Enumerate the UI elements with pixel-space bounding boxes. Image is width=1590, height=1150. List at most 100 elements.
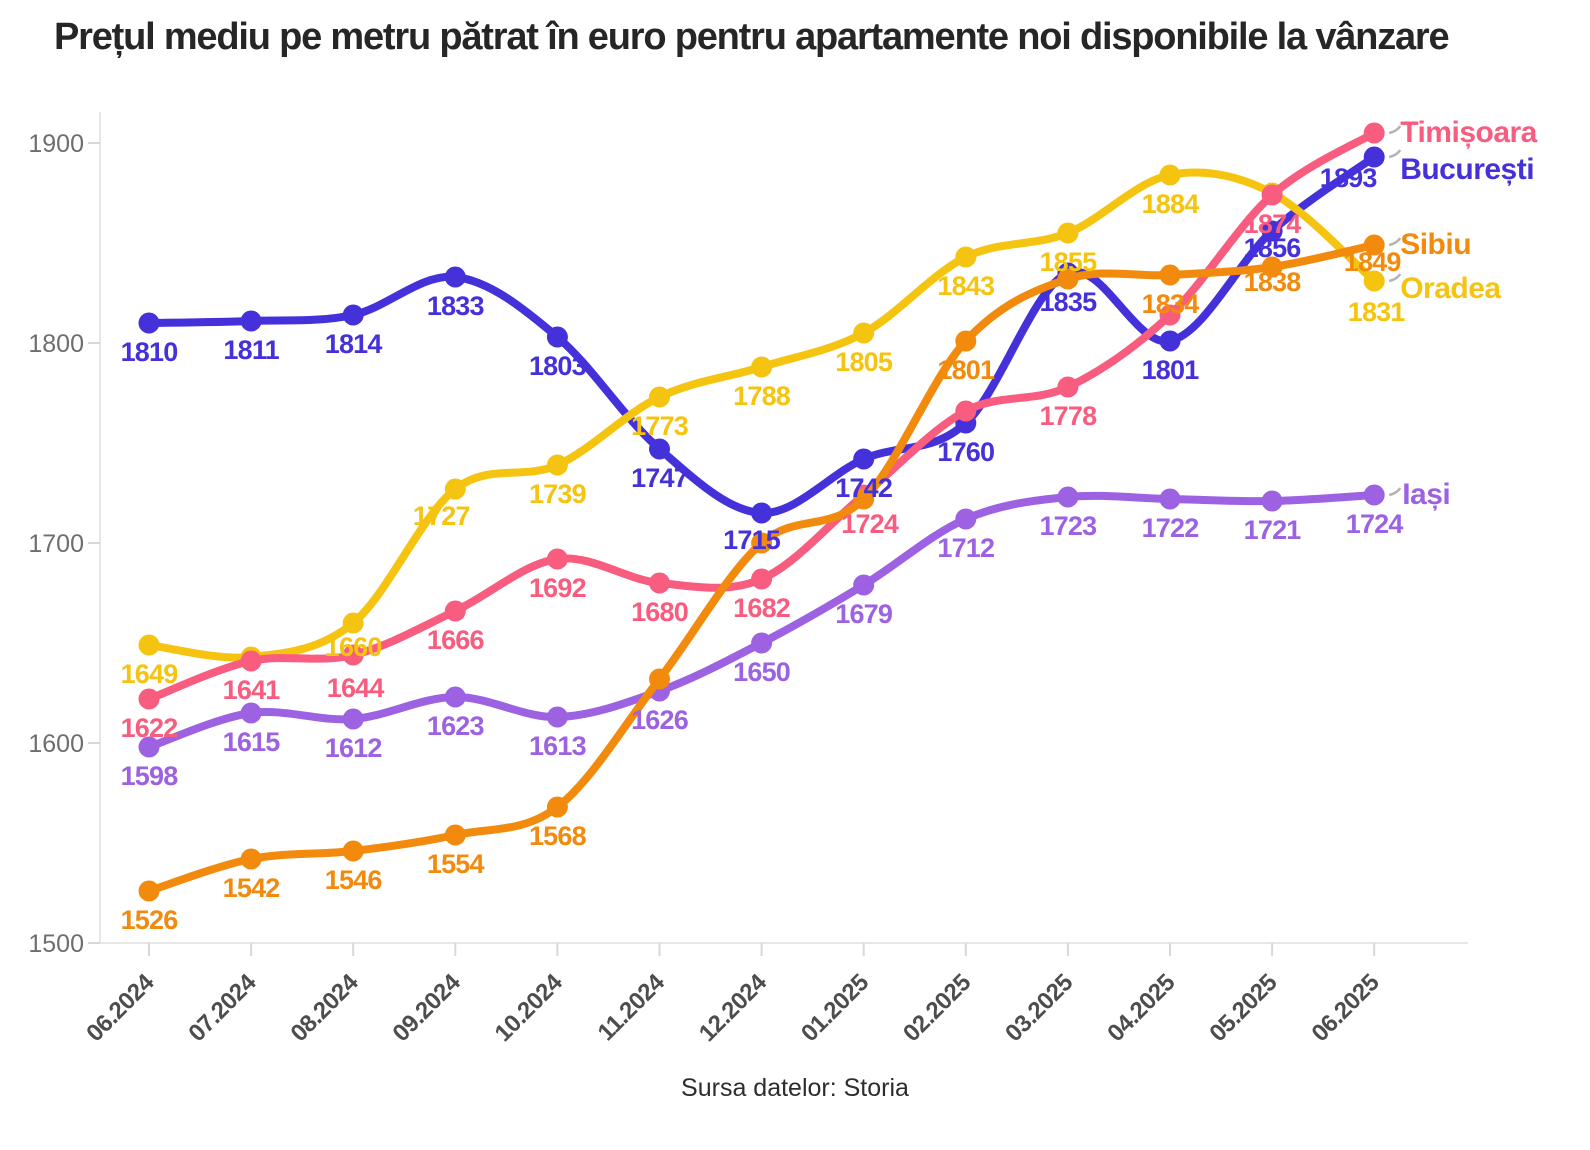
data-point-bucuresti-06.2025[interactable]: [1363, 146, 1385, 168]
value-label-iasi: 1615: [223, 727, 281, 757]
value-label-iasi: 1679: [835, 599, 893, 629]
value-label-sibiu: 1546: [325, 865, 383, 895]
value-label-bucuresti: 1835: [1039, 287, 1097, 317]
value-label-timisoara: 1622: [121, 713, 178, 743]
data-point-sibiu-05.2025[interactable]: [1261, 256, 1283, 278]
value-label-oradea: 1843: [937, 271, 995, 301]
data-point-timisoara-05.2025[interactable]: [1261, 184, 1283, 206]
data-point-timisoara-06.2024[interactable]: [138, 688, 160, 710]
value-label-bucuresti: 1747: [631, 463, 688, 493]
x-tick-label: 05.2025: [1204, 969, 1282, 1047]
data-point-timisoara-02.2025[interactable]: [955, 400, 977, 422]
value-label-oradea: 1805: [835, 347, 893, 377]
data-point-iasi-09.2024[interactable]: [444, 686, 466, 708]
data-point-timisoara-11.2024[interactable]: [649, 572, 670, 594]
value-label-bucuresti: 1803: [529, 351, 587, 381]
value-labels: 1810 1811 1814 1833 1803 1747 1715 1742 1760 1835…: [121, 163, 1407, 935]
data-point-iasi-02.2025[interactable]: [955, 508, 977, 530]
value-label-sibiu: 1849: [1344, 247, 1402, 277]
data-point-oradea-11.2024[interactable]: [649, 386, 670, 408]
leader-mark: [1388, 487, 1402, 497]
data-point-timisoara-06.2025[interactable]: [1363, 122, 1385, 144]
x-tick-label: 10.2024: [490, 968, 569, 1047]
series-name-label-sibiu: Sibiu: [1400, 228, 1471, 261]
data-point-bucuresti-04.2025[interactable]: [1159, 330, 1181, 352]
data-point-oradea-02.2025[interactable]: [955, 246, 977, 268]
data-point-iasi-04.2025[interactable]: [1159, 488, 1181, 510]
data-point-sibiu-06.2024[interactable]: [138, 880, 160, 902]
data-point-oradea-10.2024[interactable]: [546, 454, 568, 476]
data-point-iasi-12.2024[interactable]: [751, 632, 773, 654]
data-point-oradea-01.2025[interactable]: [853, 322, 875, 344]
value-label-sibiu: 1526: [121, 905, 179, 935]
data-point-bucuresti-10.2024[interactable]: [546, 326, 568, 348]
data-point-iasi-10.2024[interactable]: [546, 706, 568, 728]
data-point-sibiu-01.2025[interactable]: [853, 488, 875, 510]
data-point-sibiu-07.2024[interactable]: [240, 848, 262, 870]
value-label-oradea: 1773: [631, 411, 689, 441]
data-point-oradea-03.2025[interactable]: [1057, 222, 1079, 244]
value-label-iasi: 1721: [1244, 515, 1302, 545]
data-point-timisoara-09.2024[interactable]: [444, 600, 466, 622]
value-label-sibiu: 1801: [937, 355, 995, 385]
data-point-sibiu-06.2025[interactable]: [1363, 234, 1385, 256]
value-label-timisoara: 1644: [327, 673, 385, 703]
value-label-iasi: 1623: [427, 711, 485, 741]
data-point-bucuresti-01.2025[interactable]: [853, 448, 875, 470]
data-point-iasi-06.2024[interactable]: [138, 736, 160, 758]
data-point-iasi-03.2025[interactable]: [1057, 486, 1079, 508]
leader-mark: [1388, 237, 1402, 247]
value-label-timisoara: 1778: [1039, 401, 1097, 431]
value-label-bucuresti: 1810: [121, 337, 178, 367]
x-tick-label: 11.2024: [593, 968, 671, 1046]
data-point-iasi-08.2024[interactable]: [342, 708, 364, 730]
data-point-oradea-06.2024[interactable]: [138, 634, 160, 656]
data-point-oradea-08.2024[interactable]: [342, 612, 364, 634]
data-point-bucuresti-09.2024[interactable]: [444, 266, 466, 288]
data-point-timisoara-10.2024[interactable]: [546, 548, 568, 570]
value-label-oradea: 1739: [529, 479, 587, 509]
source-caption: Sursa datelor: Storia: [681, 1074, 909, 1102]
x-tick-label: 07.2024: [183, 968, 262, 1047]
data-point-oradea-06.2025[interactable]: [1363, 270, 1385, 292]
data-point-bucuresti-08.2024[interactable]: [342, 304, 364, 326]
data-point-timisoara-08.2024[interactable]: [342, 644, 364, 666]
value-label-iasi: 1612: [325, 733, 382, 763]
data-point-bucuresti-11.2024[interactable]: [649, 438, 670, 460]
data-point-sibiu-03.2025[interactable]: [1057, 268, 1079, 290]
value-label-sibiu: 1554: [427, 849, 485, 879]
data-point-oradea-12.2024[interactable]: [751, 356, 773, 378]
data-point-oradea-09.2024[interactable]: [444, 478, 466, 500]
data-point-sibiu-04.2025[interactable]: [1159, 264, 1181, 286]
data-point-timisoara-07.2024[interactable]: [240, 650, 262, 672]
data-point-bucuresti-07.2024[interactable]: [240, 310, 262, 332]
data-point-sibiu-09.2024[interactable]: [444, 824, 466, 846]
data-point-iasi-06.2025[interactable]: [1363, 484, 1385, 506]
value-label-oradea: 1788: [733, 381, 791, 411]
data-point-iasi-01.2025[interactable]: [853, 574, 875, 596]
data-point-bucuresti-12.2024[interactable]: [751, 502, 773, 524]
value-label-iasi: 1626: [631, 705, 689, 735]
data-point-sibiu-11.2024[interactable]: [649, 668, 670, 690]
data-point-sibiu-10.2024[interactable]: [546, 796, 568, 818]
value-label-oradea: 1884: [1142, 189, 1200, 219]
series-name-label-bucuresti: București: [1400, 153, 1534, 186]
data-point-oradea-04.2025[interactable]: [1159, 164, 1181, 186]
value-label-timisoara: 1692: [529, 573, 586, 603]
data-point-bucuresti-05.2025[interactable]: [1261, 220, 1283, 242]
x-tick-label: 02.2025: [898, 969, 976, 1047]
data-point-iasi-07.2024[interactable]: [240, 702, 262, 724]
data-point-sibiu-02.2025[interactable]: [955, 330, 977, 352]
value-label-iasi: 1722: [1142, 513, 1199, 543]
series-name-labels: București Oradea Timișoara Iași Sibiu: [1388, 116, 1538, 511]
value-label-oradea: 1660: [325, 632, 382, 662]
data-point-sibiu-12.2024[interactable]: [751, 532, 773, 554]
value-label-sibiu: 1542: [223, 873, 280, 903]
data-point-timisoara-03.2025[interactable]: [1057, 376, 1079, 398]
data-point-timisoara-04.2025[interactable]: [1159, 304, 1181, 326]
data-point-sibiu-08.2024[interactable]: [342, 840, 364, 862]
value-label-oradea: 1831: [1348, 297, 1406, 327]
data-point-iasi-05.2025[interactable]: [1261, 490, 1283, 512]
data-point-timisoara-12.2024[interactable]: [751, 568, 773, 590]
data-point-bucuresti-06.2024[interactable]: [138, 312, 160, 334]
